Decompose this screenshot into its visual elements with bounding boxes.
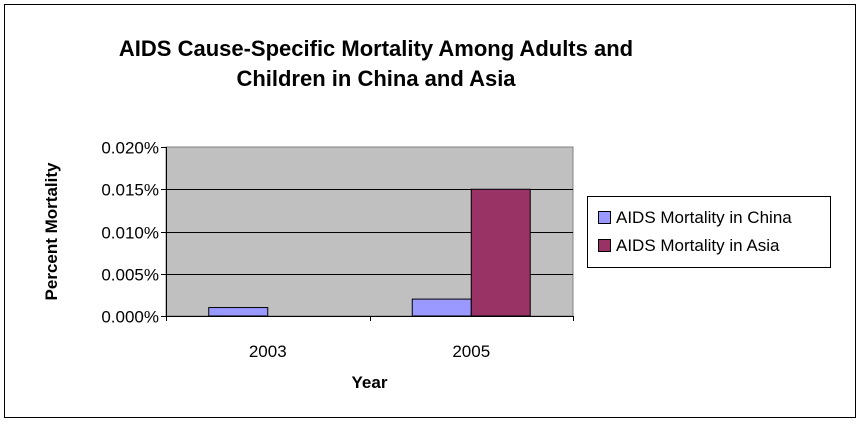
legend-label-asia: AIDS Mortality in Asia bbox=[616, 236, 780, 255]
chart-legend: AIDS Mortality in China AIDS Mortality i… bbox=[587, 196, 831, 268]
y-tick-label: 0.010% bbox=[101, 224, 159, 243]
y-tick-label: 0.000% bbox=[101, 308, 159, 327]
x-tick-label: 2005 bbox=[452, 342, 490, 361]
chart-title-line-1: AIDS Cause-Specific Mortality Among Adul… bbox=[118, 36, 634, 61]
y-tick-label: 0.015% bbox=[101, 181, 159, 200]
y-tick-label: 0.005% bbox=[101, 266, 159, 285]
y-tick-label: 0.020% bbox=[101, 139, 159, 158]
legend-item-asia: AIDS Mortality in Asia bbox=[598, 234, 779, 258]
chart-title: AIDS Cause-Specific Mortality Among Adul… bbox=[4, 34, 748, 94]
x-tick-label: 2003 bbox=[249, 342, 287, 361]
legend-swatch-asia bbox=[598, 239, 611, 252]
chart-title-line-2: Children in China and Asia bbox=[236, 66, 516, 91]
x-axis-title: Year bbox=[352, 373, 388, 392]
bar-2005-series-0 bbox=[411, 298, 472, 317]
legend-item-china: AIDS Mortality in China bbox=[598, 206, 792, 230]
legend-swatch-china bbox=[598, 211, 611, 224]
legend-label-china: AIDS Mortality in China bbox=[616, 208, 792, 227]
bar-2005-series-1 bbox=[470, 188, 531, 317]
y-axis-title: Percent Mortality bbox=[42, 162, 61, 300]
bar-2003-series-0 bbox=[208, 307, 269, 317]
